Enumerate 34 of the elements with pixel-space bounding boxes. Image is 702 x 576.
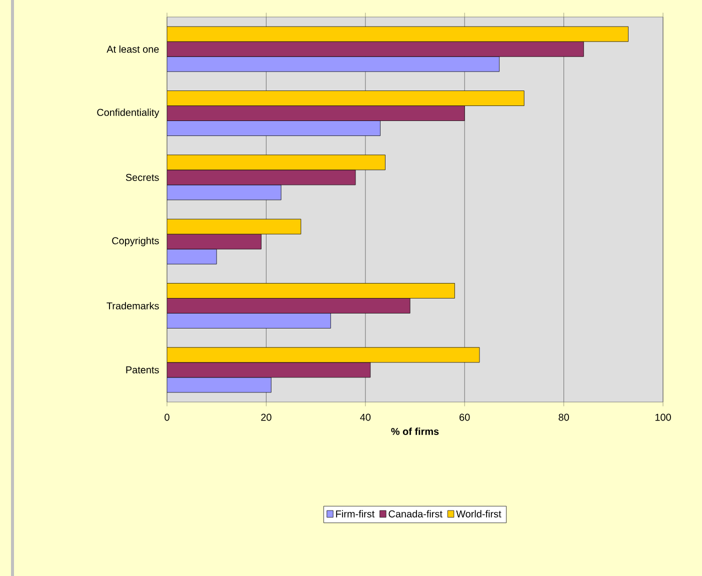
x-tick-label: 100: [655, 414, 671, 421]
y-tick-label: At least one: [106, 45, 159, 53]
legend-label: Canada-first: [388, 510, 442, 518]
bar: [167, 154, 386, 170]
bar: [167, 347, 480, 363]
bar: [167, 120, 380, 136]
bar: [167, 90, 524, 106]
bar: [167, 248, 217, 264]
bar: [167, 362, 371, 378]
bar: [167, 184, 282, 200]
x-axis-title: % of firms: [391, 428, 439, 435]
y-tick-label: Copyrights: [112, 236, 159, 246]
y-tick-label: Confidentiality: [97, 108, 160, 118]
x-tick-label: 80: [558, 414, 569, 421]
x-tick-label: 0: [164, 414, 170, 421]
x-tick-label: 60: [460, 414, 470, 421]
bar: [167, 218, 302, 234]
y-tick-label: Patents: [126, 366, 159, 374]
bar: [167, 313, 331, 328]
bar: [167, 234, 262, 250]
legend-label: Firm-first: [336, 510, 375, 518]
x-tick-label: 40: [360, 414, 371, 421]
bar: [167, 283, 455, 298]
bar: [167, 26, 628, 42]
bar: [167, 56, 500, 72]
bar: [167, 298, 410, 314]
y-tick-label: Secrets: [126, 174, 159, 181]
bar: [167, 41, 584, 57]
bar: [167, 106, 465, 121]
x-tick-label: 20: [261, 414, 272, 421]
y-tick-label: Trademarks: [106, 302, 159, 310]
bar: [167, 377, 272, 393]
bar: [167, 170, 356, 186]
legend-label: World-first: [456, 510, 502, 518]
